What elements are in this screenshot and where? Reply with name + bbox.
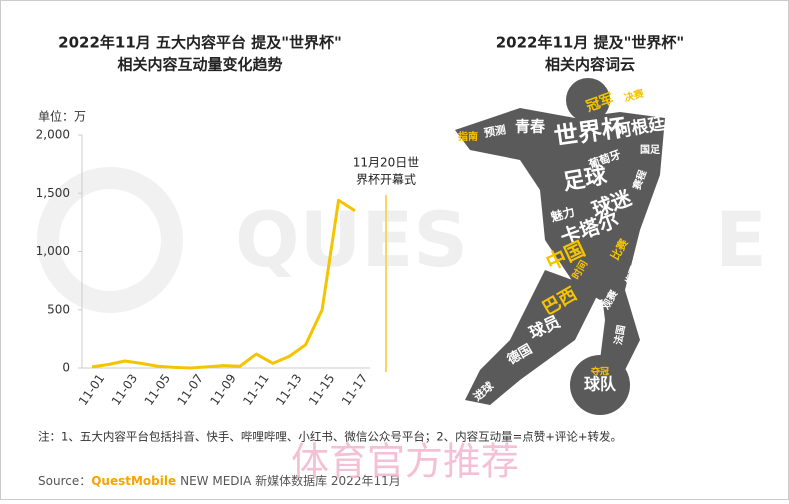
cloud-word: 球队 xyxy=(584,375,617,394)
source-brand: QuestMobile xyxy=(91,474,176,488)
annotation: 11月20日世 xyxy=(353,156,420,170)
chart-title: 相关内容互动量变化趋势 xyxy=(117,56,282,74)
source-label: Source： xyxy=(38,474,91,488)
watermark-logo xyxy=(37,167,183,313)
source-rest: NEW MEDIA 新媒体数据库 2022年11月 xyxy=(180,473,401,488)
watermark: E xyxy=(715,195,767,284)
cloud-title: 2022年11月 提及"世界杯" xyxy=(496,34,684,52)
y-tick-label: 0 xyxy=(62,361,70,375)
cloud-word: 魅力 xyxy=(549,204,576,225)
y-tick-label: 2,000 xyxy=(36,128,70,142)
chart-title: 2022年11月 五大内容平台 提及"世界杯" xyxy=(58,34,342,52)
y-unit: 单位：万 xyxy=(38,109,86,124)
stamp: 体育官方推荐 xyxy=(291,440,519,484)
cloud-word: 预测 xyxy=(483,122,507,140)
cloud-word: 青春 xyxy=(515,118,545,136)
y-tick-label: 1,500 xyxy=(36,186,70,200)
y-tick-label: 500 xyxy=(47,302,70,316)
cloud-word: 指南 xyxy=(458,130,478,143)
line xyxy=(91,198,356,370)
source: Source：QuestMobile NEW MEDIA 新媒体数据库 2022年… xyxy=(38,473,401,488)
silhouette xyxy=(455,78,665,415)
note: 注：1、五大内容平台包括抖音、快手、哔哩哔哩、小红书、微信公众号平台；2、内容互… xyxy=(38,430,622,444)
cloud-title: 相关内容词云 xyxy=(545,56,635,74)
y-tick-label: 1,000 xyxy=(36,244,70,258)
annotation: 界杯开幕式 xyxy=(356,173,416,187)
cloud-word: 夺冠 xyxy=(591,366,609,378)
cloud-word: 国足 xyxy=(640,144,661,156)
cloud-word: 法国 xyxy=(611,324,627,346)
